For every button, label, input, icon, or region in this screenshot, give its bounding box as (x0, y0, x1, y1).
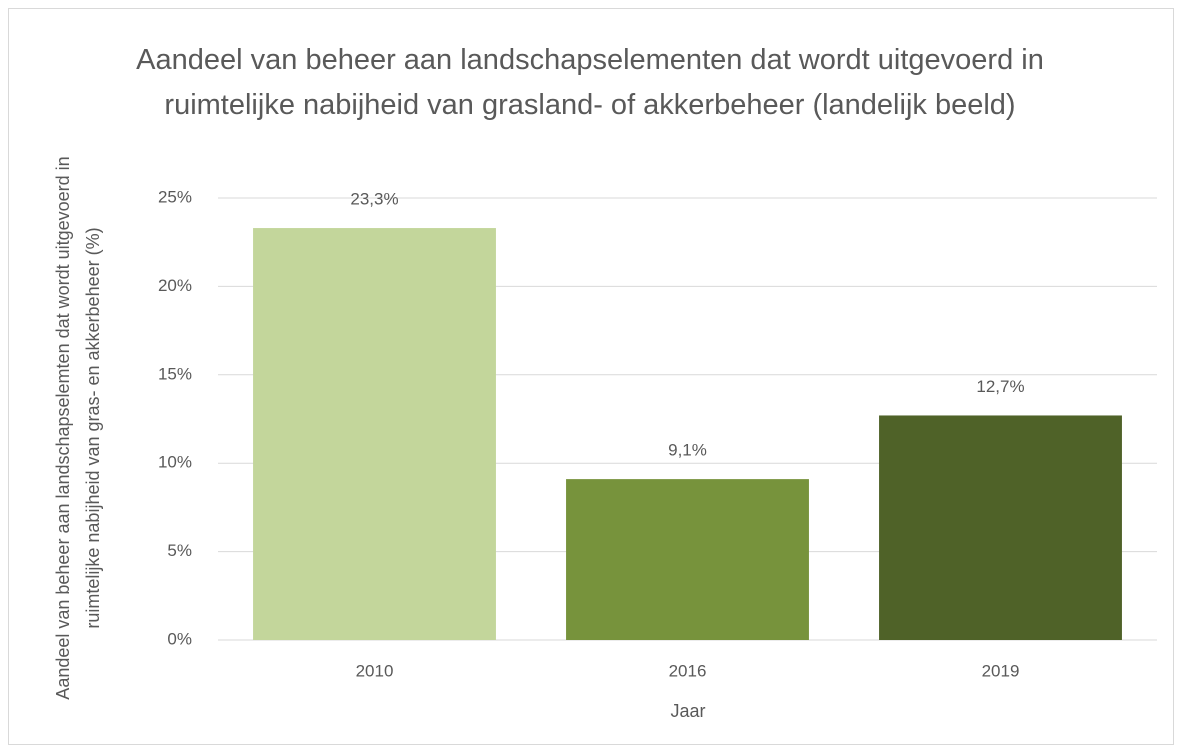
x-tick-label: 2016 (669, 661, 707, 680)
data-label: 9,1% (668, 441, 707, 460)
bar (566, 479, 809, 640)
bar (253, 228, 496, 640)
y-tick-label: 5% (167, 541, 192, 560)
bar (879, 415, 1122, 640)
y-tick-label: 25% (158, 187, 192, 206)
y-tick-label: 15% (158, 364, 192, 383)
y-tick-label: 20% (158, 276, 192, 295)
data-label: 12,7% (976, 377, 1024, 396)
x-tick-label: 2010 (356, 661, 394, 680)
y-axis-label: Aandeel van beheer aan landschapselemten… (53, 156, 103, 700)
y-tick-label: 10% (158, 453, 192, 472)
y-tick-label: 0% (167, 629, 192, 648)
x-axis-label: Jaar (670, 701, 705, 721)
chart-title: Aandeel van beheer aan landschapselement… (136, 44, 1044, 121)
data-label: 23,3% (350, 190, 398, 209)
x-tick-label: 2019 (982, 661, 1020, 680)
